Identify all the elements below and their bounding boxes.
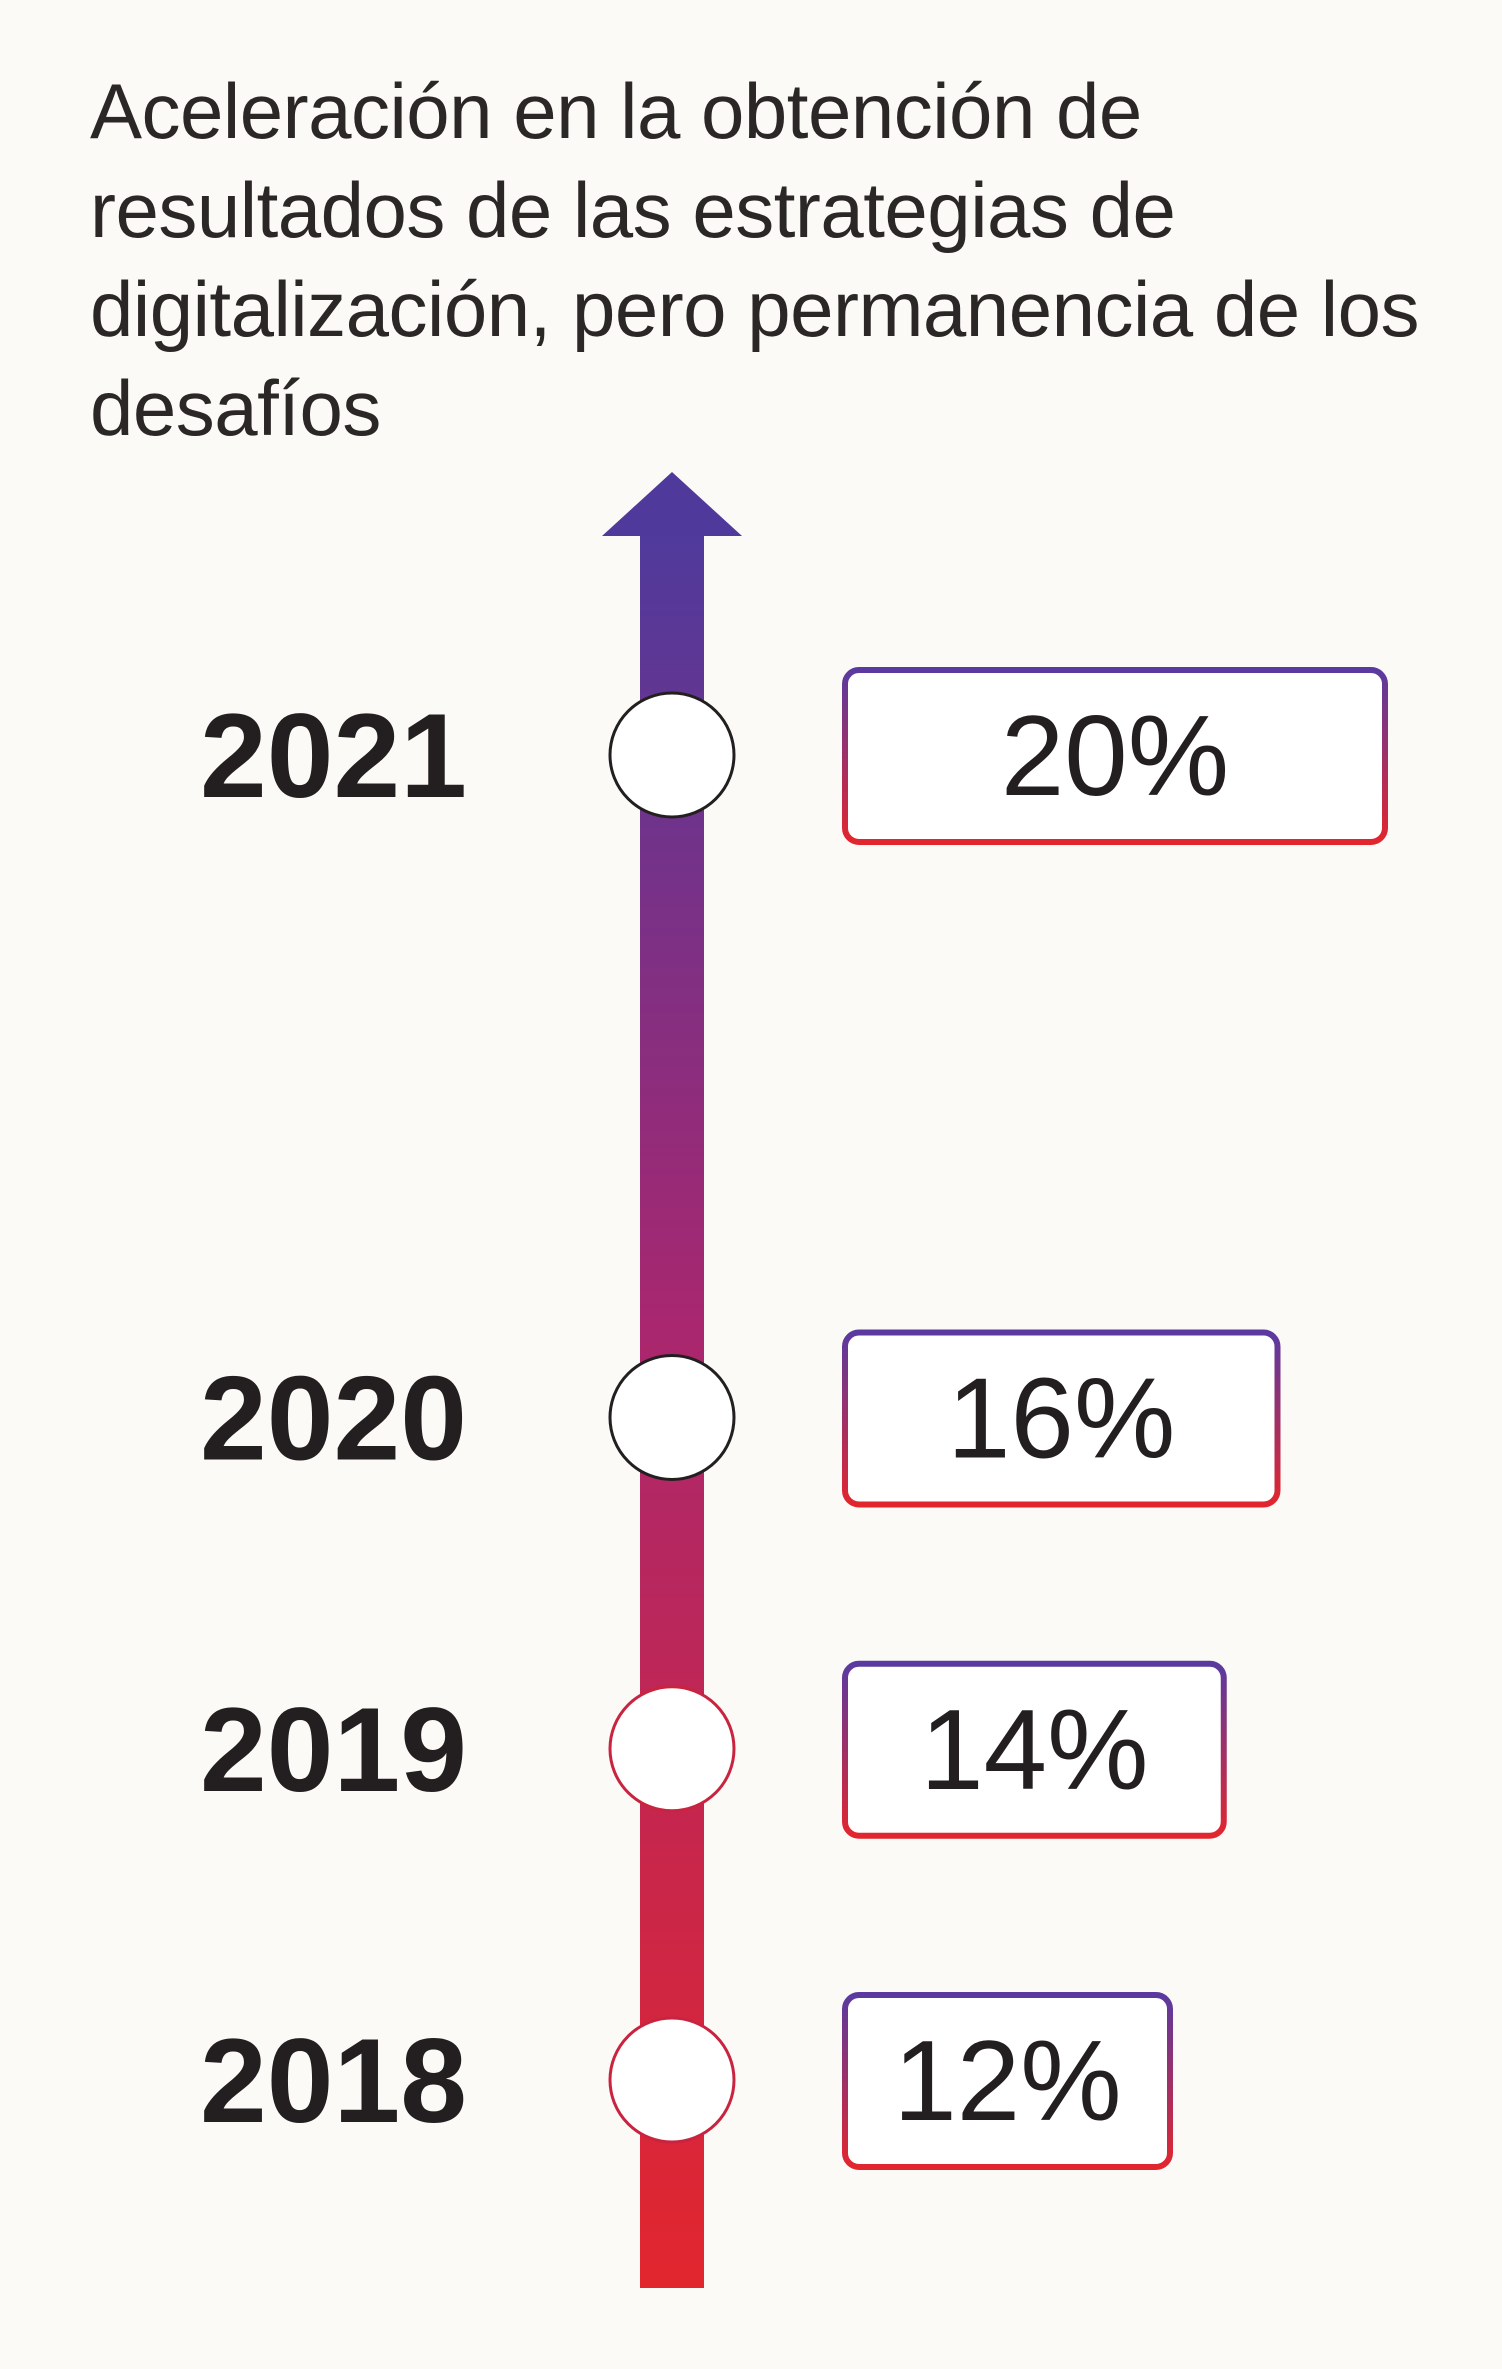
value-label: 20% xyxy=(1001,693,1229,820)
timeline-marks: 2021 20% 2020 16% 2019 14% 2018 12% xyxy=(200,667,1388,2170)
value-label: 14% xyxy=(920,1687,1148,1814)
timeline-node xyxy=(608,1354,736,1481)
value-label: 16% xyxy=(947,1356,1175,1483)
value-box xyxy=(842,1660,1227,1839)
timeline-node xyxy=(608,2016,736,2144)
year-label: 2021 xyxy=(200,689,467,823)
value-label: 12% xyxy=(893,2018,1121,2145)
timeline-node xyxy=(608,691,736,819)
value-box xyxy=(842,1329,1281,1508)
value-box xyxy=(842,667,1388,845)
year-label: 2019 xyxy=(200,1683,467,1817)
value-box xyxy=(842,1992,1173,2170)
timeline-node xyxy=(608,1685,736,1813)
year-label: 2020 xyxy=(200,1352,467,1486)
year-label: 2018 xyxy=(200,2014,467,2148)
chart-title: Aceleración en la obtención de resultado… xyxy=(90,67,1419,452)
timeline-arrowhead xyxy=(602,472,742,536)
